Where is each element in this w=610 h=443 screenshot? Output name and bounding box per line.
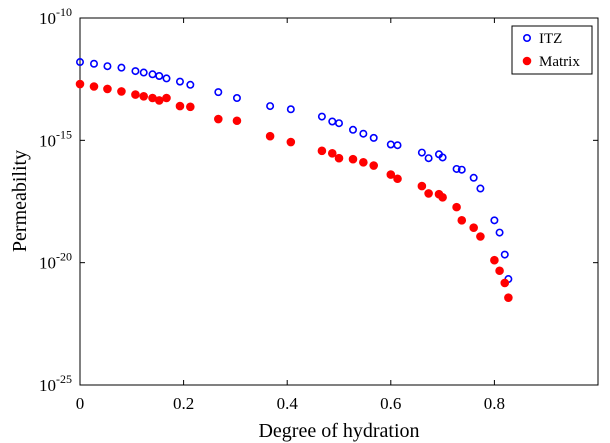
series-matrix	[75, 79, 513, 302]
data-point-itz	[424, 154, 433, 163]
y-tick-exponent: -25	[56, 372, 72, 386]
data-point-itz	[232, 94, 241, 103]
data-point-itz	[438, 153, 447, 162]
data-point-itz	[148, 70, 157, 79]
legend-marker-matrix	[522, 56, 532, 66]
data-point-matrix	[469, 223, 478, 232]
y-tick-exponent: -15	[56, 127, 72, 141]
data-point-matrix	[162, 93, 171, 103]
data-point-itz	[469, 173, 478, 182]
data-point-itz	[417, 148, 426, 157]
data-point-matrix	[317, 146, 327, 156]
y-tick-exponent: -10	[56, 5, 72, 19]
data-point-matrix	[139, 91, 149, 101]
data-point-matrix	[417, 181, 427, 191]
data-point-itz	[495, 228, 504, 237]
data-point-matrix	[75, 79, 85, 89]
legend-marker-itz	[522, 33, 531, 42]
data-point-matrix	[89, 82, 99, 91]
data-point-itz	[131, 67, 140, 76]
data-point-matrix	[452, 202, 461, 212]
x-tick-label: 0.6	[380, 394, 401, 413]
y-tick-base: 10	[39, 131, 56, 150]
data-point-matrix	[438, 193, 447, 202]
data-point-matrix	[457, 216, 467, 225]
y-tick-base: 10	[39, 376, 56, 395]
data-point-itz	[452, 164, 461, 173]
data-point-itz	[155, 71, 164, 80]
data-point-itz	[393, 141, 402, 150]
data-point-matrix	[424, 189, 433, 198]
data-point-itz	[317, 112, 326, 121]
y-tick-label: 10-20	[39, 250, 72, 273]
data-point-itz	[139, 68, 148, 77]
data-point-matrix	[495, 266, 504, 276]
y-tick-base: 10	[39, 9, 56, 28]
data-point-itz	[500, 250, 509, 259]
data-point-itz	[386, 140, 395, 149]
data-point-matrix	[232, 116, 242, 126]
data-point-matrix	[154, 96, 164, 105]
data-series	[75, 58, 513, 302]
y-tick-base: 10	[39, 254, 56, 273]
data-point-itz	[175, 77, 184, 86]
data-point-matrix	[359, 158, 368, 167]
data-point-itz	[369, 133, 378, 142]
x-tick-label: 0.8	[484, 394, 505, 413]
series-itz	[76, 58, 513, 284]
legend-label-itz: ITZ	[539, 31, 562, 47]
data-point-itz	[76, 58, 85, 67]
data-point-matrix	[334, 153, 344, 163]
legend: ITZ Matrix	[511, 25, 593, 75]
data-point-itz	[214, 88, 223, 97]
y-tick-exponent: -20	[56, 250, 72, 264]
data-point-matrix	[103, 84, 112, 94]
data-point-matrix	[504, 293, 513, 302]
data-point-itz	[89, 59, 98, 68]
legend-box	[511, 25, 593, 75]
data-point-itz	[186, 80, 195, 89]
data-point-matrix	[500, 278, 510, 288]
data-point-matrix	[348, 154, 358, 164]
data-point-matrix	[186, 102, 195, 112]
data-point-matrix	[369, 161, 379, 170]
legend-label-matrix: Matrix	[539, 54, 580, 70]
data-point-itz	[334, 119, 343, 128]
data-point-matrix	[490, 255, 499, 265]
data-point-itz	[457, 165, 466, 174]
data-point-matrix	[393, 174, 402, 184]
y-tick-label: 10-25	[39, 372, 72, 395]
data-point-itz	[266, 102, 275, 111]
x-tick-label: 0.2	[173, 394, 194, 413]
data-point-matrix	[214, 114, 223, 124]
x-axis-label: Degree of hydration	[258, 420, 419, 442]
data-point-itz	[117, 63, 126, 72]
data-point-matrix	[327, 149, 337, 158]
data-point-itz	[162, 74, 171, 83]
data-point-matrix	[386, 170, 396, 179]
data-point-matrix	[117, 87, 126, 96]
x-tick-label: 0.4	[277, 394, 299, 413]
y-axis-label: Permeability	[9, 150, 31, 252]
y-tick-label: 10-10	[39, 5, 72, 28]
x-tick-label: 0	[76, 394, 85, 413]
data-point-matrix	[175, 101, 185, 111]
data-point-matrix	[286, 137, 296, 147]
y-tick-label: 10-15	[39, 127, 72, 150]
plot-frame	[79, 17, 599, 386]
x-axis-ticks: 0 0.2 0.4 0.6 0.8	[76, 18, 505, 413]
data-point-itz	[359, 129, 368, 138]
data-point-itz	[476, 184, 485, 193]
data-point-matrix	[265, 131, 275, 141]
data-point-itz	[103, 62, 112, 71]
data-point-matrix	[476, 232, 485, 241]
data-point-itz	[490, 216, 499, 225]
data-point-itz	[286, 105, 295, 114]
data-point-matrix	[131, 90, 140, 99]
data-point-itz	[328, 117, 337, 126]
data-point-itz	[348, 125, 357, 134]
